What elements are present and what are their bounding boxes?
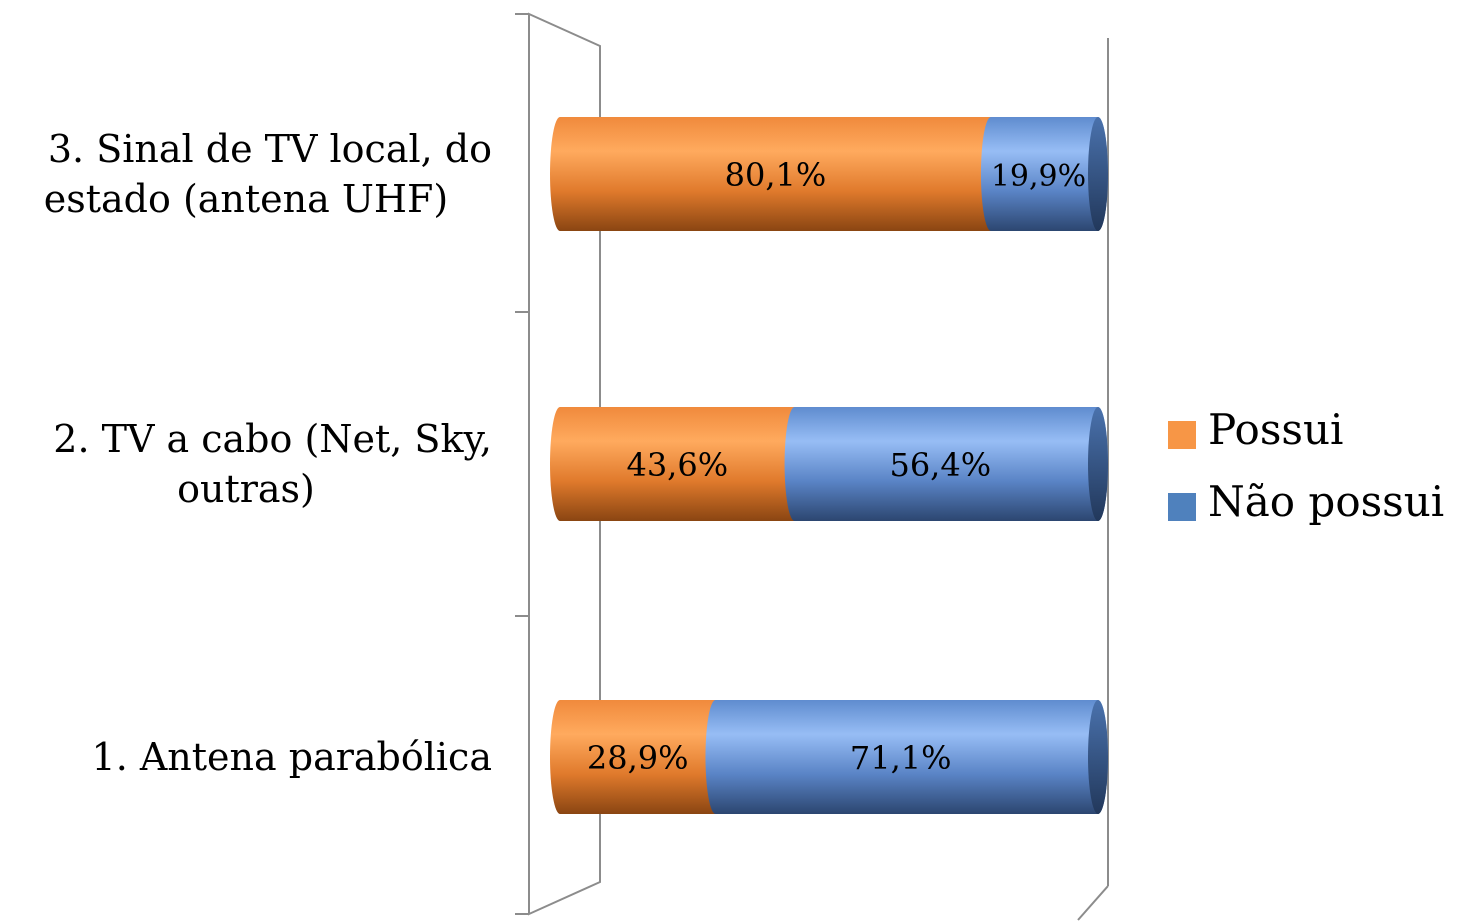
bar-segment-nao-possui-1	[705, 700, 1108, 814]
bars-layer: 28,9% 71,1% 43,6% 56,4% 80,1% 19,9%	[550, 117, 1108, 814]
floor-edge	[1077, 885, 1109, 921]
category-label-line: estado (antena UHF)	[43, 177, 449, 221]
bar-segment-nao-possui-2	[784, 407, 1108, 521]
bar-end-cap-2	[1088, 407, 1108, 521]
data-label-nao-possui-3: 19,9%	[991, 159, 1086, 194]
data-label-nao-possui-2: 56,4%	[889, 446, 991, 484]
category-label-1: 1. Antena parabólica	[0, 732, 492, 782]
data-label-possui-2: 43,6%	[626, 446, 728, 484]
bar-segment-possui-2	[550, 407, 805, 521]
category-label-2: 2. TV a cabo (Net, Sky, outras)	[0, 414, 492, 514]
category-label-line: 1. Antena parabólica	[91, 735, 492, 779]
legend-label-nao-possui: Não possui	[1208, 477, 1445, 526]
legend-swatch-nao-possui	[1168, 493, 1196, 521]
legend-swatch-possui	[1168, 421, 1196, 449]
bar-segment-possui-3	[550, 117, 1001, 231]
legend-label-possui: Possui	[1208, 405, 1344, 454]
plot-frame	[515, 12, 1109, 921]
back-wall-left	[528, 12, 601, 916]
category-label-line: 3. Sinal de TV local, do	[47, 127, 492, 171]
bar-segment-nao-possui-3	[980, 117, 1108, 231]
bar-end-cap-1	[1088, 700, 1108, 814]
category-label-line: outras)	[177, 467, 315, 511]
data-label-nao-possui-1: 71,1%	[850, 739, 952, 777]
data-label-possui-1: 28,9%	[587, 739, 689, 777]
category-label-3: 3. Sinal de TV local, do estado (antena U…	[0, 124, 492, 224]
bar-end-cap-3	[1088, 117, 1108, 231]
data-label-possui-3: 80,1%	[725, 156, 827, 194]
bar-segment-possui-1	[550, 700, 726, 814]
category-label-line: 2. TV a cabo (Net, Sky,	[53, 417, 492, 461]
